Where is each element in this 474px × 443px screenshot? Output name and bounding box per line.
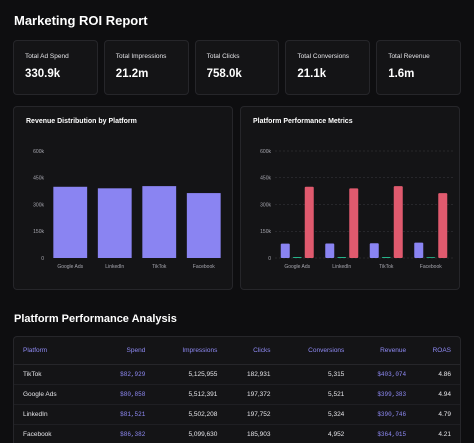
cell-roas: 4.94 <box>415 384 460 405</box>
table-row: Google Ads $80,858 5,512,391 197,372 5,5… <box>14 384 460 405</box>
cell-conversions: 4,952 <box>328 430 345 438</box>
bar[interactable] <box>53 186 88 258</box>
cell-clicks: 197,752 <box>226 404 280 425</box>
cell-spend: $80,858 <box>98 384 155 405</box>
bar[interactable] <box>97 188 132 258</box>
y-tick-label: 600k <box>33 149 44 155</box>
bar[interactable] <box>292 257 302 258</box>
cell-spend: $82,929 <box>98 364 155 385</box>
x-tick-label: Google Ads <box>284 264 310 270</box>
cell-roas: 4.79 <box>415 404 460 425</box>
kpi-value: 21.2m <box>115 68 149 80</box>
bar[interactable] <box>280 243 290 258</box>
bar[interactable] <box>393 186 403 258</box>
metrics-chart-title: Platform Performance Metrics <box>253 118 353 125</box>
kpi-value: 330.9k <box>25 68 61 80</box>
kpi-card-ad-spend: Total Ad Spend 330.9k <box>13 40 98 95</box>
revenue-chart-card: Revenue Distribution by Platform 0 150k 30… <box>13 106 233 290</box>
cell-revenue: $403,074 <box>353 364 416 385</box>
revenue-chart-title: Revenue Distribution by Platform <box>26 118 137 125</box>
cell-revenue: $390,746 <box>353 404 416 425</box>
cell-platform: Facebook <box>23 430 52 438</box>
kpi-label: Total Impressions <box>115 53 167 60</box>
kpi-card-clicks: Total Clicks 758.0k <box>194 40 280 95</box>
x-tick-label: Facebook <box>420 264 442 270</box>
bar[interactable] <box>186 193 221 258</box>
y-tick-label: 450k <box>260 176 271 182</box>
bar[interactable] <box>438 193 448 258</box>
x-tick-label: LinkedIn <box>332 264 351 270</box>
cell-roas: 4.86 <box>415 364 460 385</box>
bar[interactable] <box>414 242 424 258</box>
kpi-value: 758.0k <box>206 68 242 80</box>
column-header-roas[interactable]: ROAS <box>415 337 460 365</box>
performance-table: Platform Spend Impressions Clicks Conver… <box>13 336 461 443</box>
table-row: LinkedIn $81,521 5,502,208 197,752 5,324… <box>14 404 460 425</box>
y-tick-label: 0 <box>41 256 44 262</box>
column-header-impressions[interactable]: Impressions <box>154 337 227 365</box>
bar[interactable] <box>142 186 177 258</box>
column-header-conversions[interactable]: Conversions <box>279 337 354 365</box>
cell-platform: TikTok <box>14 364 99 385</box>
y-tick-label: 150k <box>33 229 44 235</box>
page-title: Marketing ROI Report <box>14 13 148 28</box>
cell-impressions: 5,512,391 <box>154 384 227 405</box>
cell-platform: LinkedIn <box>14 404 99 425</box>
bar[interactable] <box>426 257 436 258</box>
table-header-row: Platform Spend Impressions Clicks Conver… <box>14 337 460 365</box>
cell-impressions: 5,502,208 <box>154 404 227 425</box>
cell-conversions: 5,315 <box>279 364 354 385</box>
y-tick-label: 150k <box>260 229 271 235</box>
y-tick-label: 450k <box>33 176 44 182</box>
cell-revenue: $364,015 <box>377 430 407 438</box>
cell-impressions: 5,099,630 <box>188 430 218 438</box>
cell-conversions: 5,324 <box>279 404 354 425</box>
y-tick-label: 300k <box>33 202 44 208</box>
kpi-card-revenue: Total Revenue 1.6m <box>376 40 461 95</box>
kpi-card-conversions: Total Conversions 21.1k <box>285 40 371 95</box>
y-tick-label: 300k <box>260 202 271 208</box>
bar[interactable] <box>349 188 359 258</box>
cell-clicks: 182,931 <box>226 364 280 385</box>
metrics-chart-card: Platform Performance Metrics 0 150k 300k 45… <box>240 106 460 290</box>
x-tick-label: TikTok <box>152 264 167 270</box>
bar[interactable] <box>337 257 347 258</box>
y-tick-label: 600k <box>260 149 271 155</box>
cell-impressions: 5,125,955 <box>154 364 227 385</box>
kpi-value: 1.6m <box>388 68 415 80</box>
column-header-spend[interactable]: Spend <box>98 337 155 365</box>
cell-roas: 4.21 <box>438 430 451 438</box>
x-tick-label: LinkedIn <box>105 264 124 270</box>
y-tick-label: 0 <box>268 256 271 262</box>
column-header-revenue[interactable]: Revenue <box>353 337 416 365</box>
kpi-label: Total Clicks <box>206 53 240 60</box>
cell-clicks: 197,372 <box>226 384 280 405</box>
cell-spend: $86,382 <box>120 430 146 438</box>
bar[interactable] <box>304 186 314 258</box>
x-tick-label: Facebook <box>193 264 215 270</box>
metrics-chart: 0 150k 300k 450k 600k Google Ads LinkedIn TikTo… <box>260 149 453 270</box>
table-row: Facebook $86,382 5,099,630 185,903 4,952… <box>14 424 460 443</box>
x-tick-label: TikTok <box>379 264 394 270</box>
column-header-clicks[interactable]: Clicks <box>226 337 280 365</box>
cell-revenue: $399,383 <box>353 384 416 405</box>
table-section-title: Platform Performance Analysis <box>14 313 177 325</box>
revenue-chart: 0 150k 300k 450k 600k Google Ads LinkedIn TikTo… <box>33 149 221 270</box>
column-header-platform[interactable]: Platform <box>14 337 99 365</box>
kpi-value: 21.1k <box>297 68 327 80</box>
x-tick-label: Google Ads <box>57 264 83 270</box>
kpi-row: Total Ad Spend 330.9k Total Impressions … <box>13 40 461 95</box>
kpi-label: Total Ad Spend <box>25 53 69 60</box>
kpi-label: Total Revenue <box>388 53 430 60</box>
cell-platform: Google Ads <box>14 384 99 405</box>
cell-clicks: 185,903 <box>247 430 271 438</box>
bar[interactable] <box>369 243 379 258</box>
kpi-label: Total Conversions <box>297 53 350 60</box>
cell-spend: $81,521 <box>98 404 155 425</box>
bar[interactable] <box>325 243 335 258</box>
table-row: TikTok $82,929 5,125,955 182,931 5,315 $… <box>14 364 460 385</box>
bar[interactable] <box>381 257 391 258</box>
cell-conversions: 5,521 <box>279 384 354 405</box>
kpi-card-impressions: Total Impressions 21.2m <box>103 40 189 95</box>
